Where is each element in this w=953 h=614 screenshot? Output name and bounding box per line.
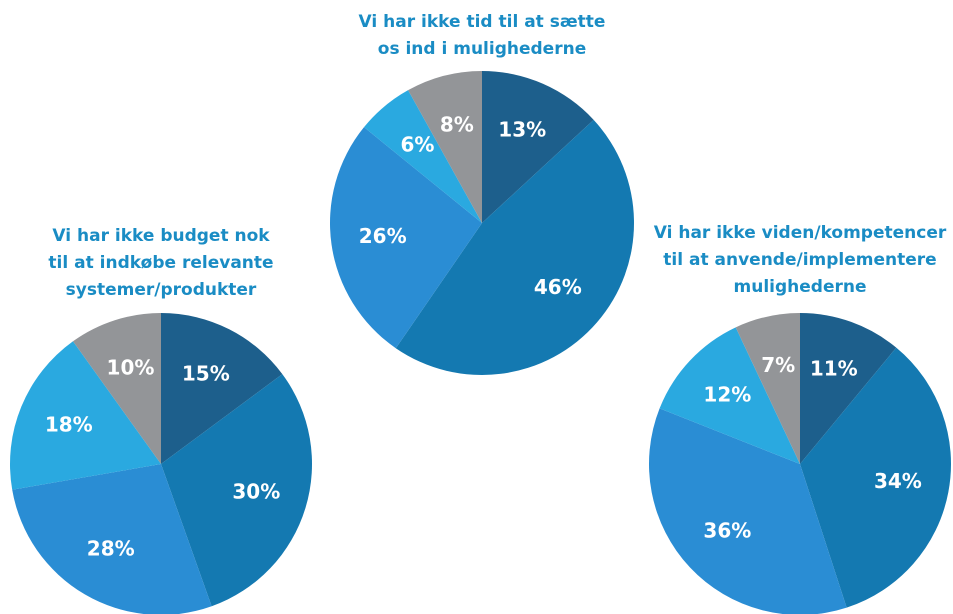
pie-slice — [161, 313, 283, 464]
data-label: 13% — [498, 118, 546, 142]
data-label: 34% — [874, 469, 922, 493]
data-label: 28% — [87, 537, 135, 561]
pie-slice — [329, 127, 482, 349]
pie-slice — [364, 90, 482, 223]
data-label: 36% — [703, 519, 751, 543]
data-label: 8% — [440, 112, 474, 136]
data-label: 26% — [359, 224, 407, 248]
chart-title: os ind i mulighederne — [378, 39, 586, 59]
data-label: 15% — [182, 361, 230, 385]
pie-slice — [9, 341, 161, 490]
chart-title: systemer/produkter — [66, 280, 257, 300]
data-label: 30% — [232, 480, 280, 504]
data-label: 46% — [534, 275, 582, 299]
pie-slice — [73, 313, 161, 464]
chart-title: mulighederne — [734, 277, 867, 297]
pie-slice — [735, 313, 800, 464]
pie-slice — [800, 347, 951, 608]
pie-slice — [12, 464, 212, 614]
data-label: 12% — [703, 382, 751, 406]
pie-slice — [408, 71, 482, 223]
data-label: 10% — [107, 356, 155, 380]
pie-slice — [395, 119, 635, 375]
pie-slice — [800, 313, 897, 464]
pie-slice — [482, 71, 594, 223]
pie-slice — [649, 408, 847, 614]
data-label: 6% — [401, 133, 435, 157]
chart-title: Vi har ikke viden/kompetencer — [654, 223, 947, 243]
data-label: 18% — [45, 413, 93, 437]
data-label: 7% — [761, 353, 795, 377]
pie-slice — [659, 327, 800, 464]
chart-title: Vi har ikke budget nok — [52, 226, 270, 246]
chart-title: til at indkøbe relevante — [48, 253, 273, 273]
chart-title: Vi har ikke tid til at sætte — [359, 12, 606, 32]
data-label: 11% — [810, 357, 858, 381]
chart-title: til at anvende/implementere — [663, 250, 936, 270]
pie-slice — [161, 374, 312, 607]
